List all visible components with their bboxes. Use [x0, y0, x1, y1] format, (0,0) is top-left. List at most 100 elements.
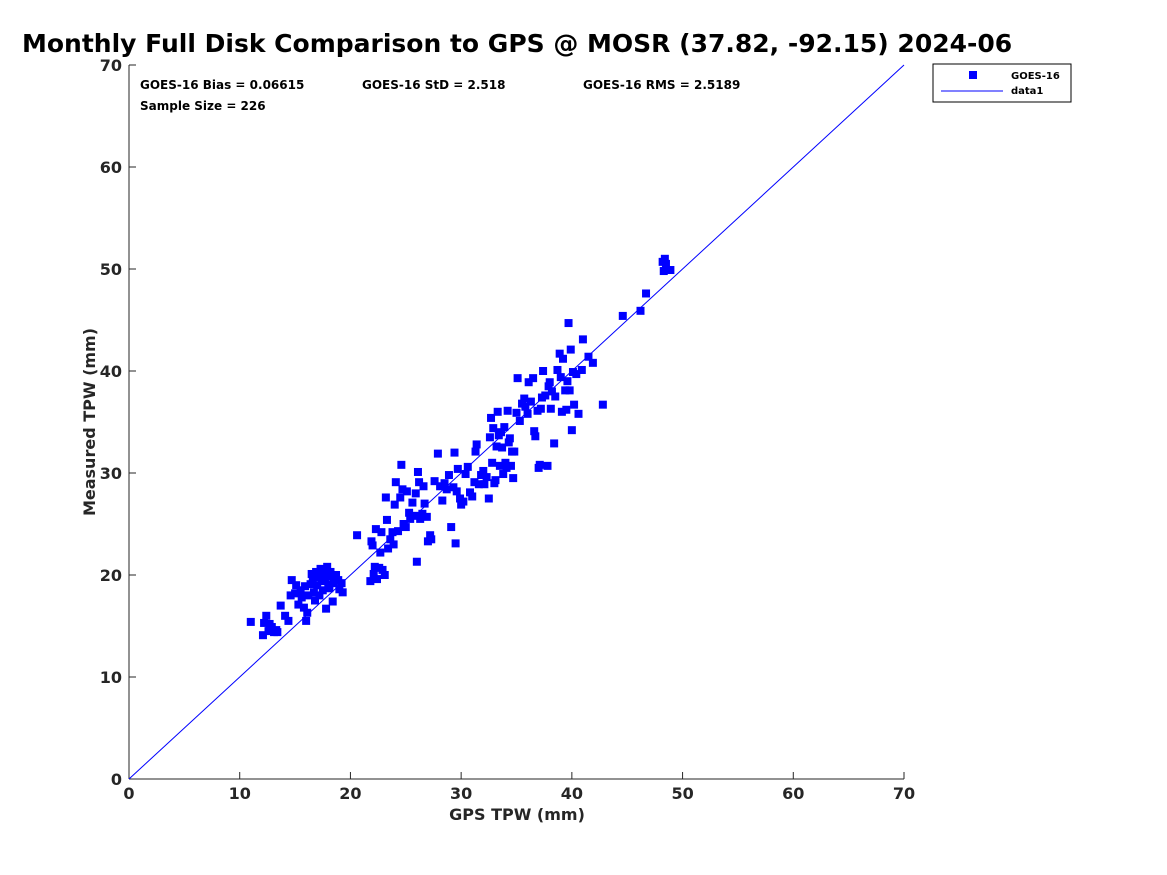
data-point — [474, 480, 483, 489]
data-point — [618, 311, 627, 320]
data-point — [422, 512, 431, 521]
y-tick-label: 10 — [100, 668, 122, 687]
data-point — [296, 586, 305, 595]
data-point — [378, 565, 387, 574]
legend-box — [932, 63, 1072, 103]
data-point — [531, 432, 540, 441]
data-point — [388, 528, 397, 537]
data-point — [564, 319, 573, 328]
x-tick-label: 20 — [339, 784, 361, 803]
data-point — [459, 497, 468, 506]
data-point — [328, 597, 337, 606]
data-point — [452, 487, 461, 496]
data-point — [406, 514, 415, 523]
data-point — [661, 259, 670, 268]
data-point — [487, 413, 496, 422]
data-point — [370, 562, 379, 571]
data-point — [447, 523, 456, 532]
data-point — [555, 349, 564, 358]
data-point — [520, 394, 529, 403]
x-axis-label: GPS TPW (mm) — [449, 805, 585, 824]
data-point — [556, 373, 565, 382]
data-point — [320, 575, 329, 584]
data-point — [316, 564, 325, 573]
data-point — [461, 470, 470, 479]
x-tick-label: 60 — [782, 784, 804, 803]
data-point — [453, 464, 462, 473]
data-point — [291, 589, 300, 598]
x-tick-label: 30 — [450, 784, 472, 803]
data-point — [381, 493, 390, 502]
data-point — [405, 508, 414, 517]
data-point — [497, 428, 505, 437]
y-tick-label: 40 — [100, 362, 122, 381]
rms-stat: GOES-16 RMS = 2.5189 — [583, 78, 740, 92]
data-point — [493, 407, 502, 416]
x-tick-label: 0 — [123, 784, 134, 803]
data-point — [430, 477, 439, 486]
data-point — [332, 571, 341, 579]
data-point — [502, 463, 511, 472]
data-point — [562, 405, 571, 414]
data-point — [396, 493, 405, 502]
data-point — [327, 572, 336, 581]
data-point — [495, 461, 504, 470]
data-point — [366, 577, 375, 586]
data-point — [544, 382, 553, 391]
sample-size-stat: Sample Size = 226 — [140, 99, 266, 113]
data-point — [561, 386, 570, 395]
data-point — [410, 511, 419, 520]
data-point — [287, 576, 296, 585]
data-point — [550, 439, 559, 448]
data-point — [302, 616, 311, 625]
y-axis-label: Measured TPW (mm) — [80, 328, 99, 516]
data-point — [402, 487, 411, 496]
data-point — [286, 591, 295, 600]
legend-label-goes16: GOES-16 — [1011, 71, 1060, 82]
data-point — [420, 499, 429, 508]
data-point — [408, 498, 417, 507]
std-stat: GOES-16 StD = 2.518 — [362, 78, 505, 92]
data-point — [442, 485, 451, 494]
data-point — [390, 500, 399, 509]
data-point — [401, 523, 410, 532]
data-point — [389, 540, 398, 549]
data-point — [470, 478, 479, 487]
data-point — [492, 442, 501, 451]
data-point — [398, 485, 407, 494]
data-point — [574, 409, 583, 418]
data-point — [547, 387, 556, 396]
data-point — [488, 458, 497, 467]
data-point — [337, 579, 346, 588]
data-point — [292, 581, 301, 590]
legend: GOES-16 data1 — [932, 63, 1072, 103]
data-point — [479, 466, 488, 475]
data-point — [530, 427, 539, 436]
data-point — [523, 409, 532, 418]
y-tick-label: 60 — [100, 158, 122, 177]
data-point — [427, 535, 436, 544]
x-tick-label: 10 — [229, 784, 251, 803]
data-point — [563, 377, 572, 386]
data-point — [466, 488, 474, 497]
x-tick-label: 40 — [561, 784, 583, 803]
data-point — [246, 617, 255, 626]
data-point — [546, 404, 555, 413]
data-point — [588, 358, 597, 367]
data-point — [666, 266, 675, 275]
data-point — [386, 535, 395, 544]
data-point — [501, 458, 510, 467]
data-point — [314, 573, 323, 582]
data-point — [578, 335, 587, 344]
data-point — [415, 478, 424, 487]
data-point — [369, 569, 378, 578]
data-point — [636, 306, 645, 315]
data-point — [489, 424, 498, 433]
data-point — [521, 402, 530, 411]
data-point — [557, 407, 566, 416]
data-point — [433, 449, 442, 458]
data-point — [642, 289, 651, 298]
data-point — [570, 400, 579, 409]
data-point — [319, 568, 328, 577]
data-point — [273, 628, 282, 637]
